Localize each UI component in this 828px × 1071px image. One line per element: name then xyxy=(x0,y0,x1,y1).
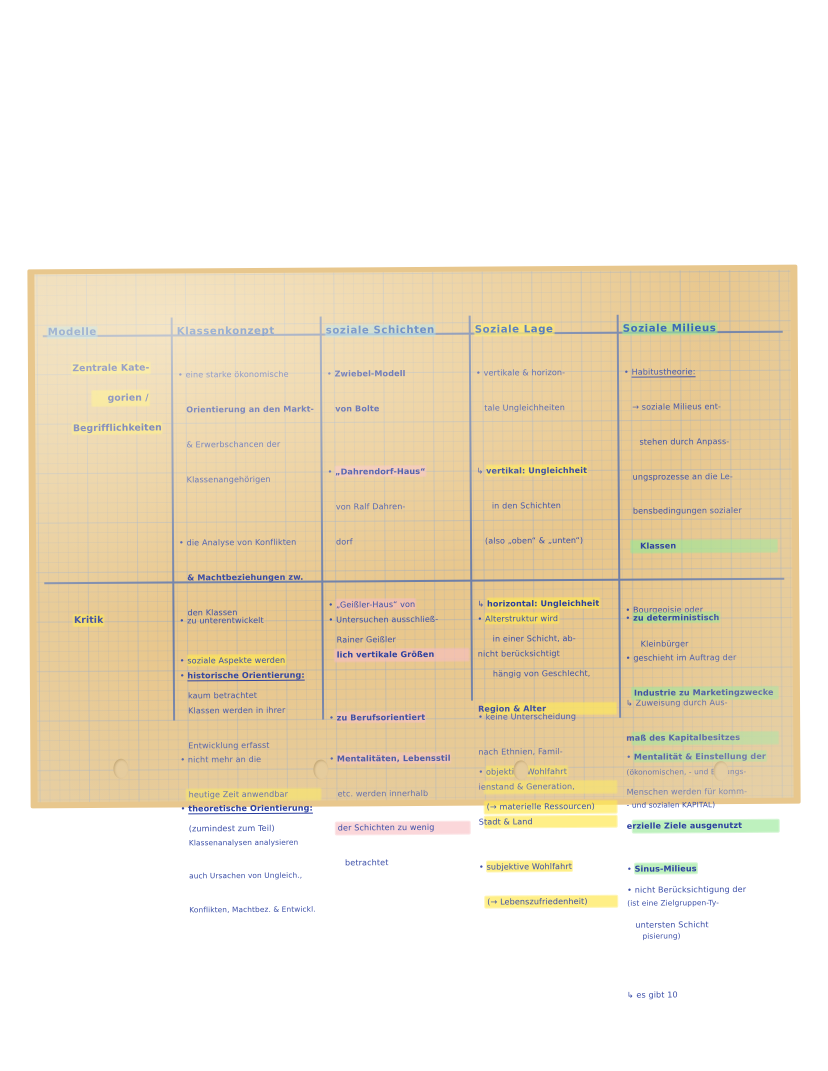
list-item: • zu Berufsorientiert xyxy=(329,712,426,723)
list-item: • nicht mehr an die heutige Zeit anwendb… xyxy=(179,753,321,858)
list-item: • „Dahrendorf-Haus“ von Ralf Dahren- dor… xyxy=(327,466,426,547)
punch-hole-2 xyxy=(313,759,329,780)
list-item: • Habitustheorie: → soziale Milieus ent-… xyxy=(623,366,778,576)
row-label-line-2: gorien / xyxy=(92,390,149,407)
row-label-kritik-text: Kritik xyxy=(73,614,104,626)
header-label-soziale-schichten: soziale Schichten xyxy=(325,324,435,337)
list-item: • Mentalitäten, Lebensstil etc. werden i… xyxy=(328,752,470,892)
list-item: • keine Unterscheidung nach Ethnien, Fam… xyxy=(477,711,617,851)
list-item: • geschieht im Auftrag der Industrie zu … xyxy=(625,652,779,722)
list-item: • vertikale & horizon- tale Ungleichheit… xyxy=(475,367,566,413)
header-label-soziale-lage: Soziale Lage xyxy=(474,324,554,336)
comparison-table: Modelle Klassenkonzept soziale Schichten… xyxy=(42,314,786,1000)
list-item: • nicht Berücksichtigung der untersten S… xyxy=(627,883,747,930)
list-item: • soziale Aspekte werden kaum betrachtet xyxy=(179,655,286,701)
punch-hole-1 xyxy=(113,758,129,779)
list-item: • eine starke ökonomische Orientierung a… xyxy=(177,368,315,484)
row-label-line-3: Begrifflichkeiten xyxy=(72,422,162,435)
list-item: • Zwiebel-Modell von Bolte xyxy=(326,368,406,414)
header-cell-modelle: Modelle xyxy=(43,317,171,340)
notebook-paper-sheet: Modelle Klassenkonzept soziale Schichten… xyxy=(34,269,794,1000)
cell-soziale-schichten-kritik: • Untersuchen ausschließ- lich vertikale… xyxy=(322,588,474,916)
header-cell-klassenkonzept: Klassenkonzept xyxy=(172,317,320,340)
header-label-modelle: Modelle xyxy=(47,326,97,339)
list-item: ↳ vertikal: Ungleichheit in den Schichte… xyxy=(476,465,588,546)
list-item: • zu unterentwickelt xyxy=(179,615,264,626)
header-label-soziale-milieus: Soziale Milieus xyxy=(622,323,717,335)
cell-klassenkonzept-kritik: • zu unterentwickelt • soziale Aspekte w… xyxy=(173,589,325,882)
header-label-klassenkonzept: Klassenkonzept xyxy=(176,325,275,338)
punch-hole-3 xyxy=(513,760,529,781)
header-cell-soziale-lage: Soziale Lage xyxy=(470,315,617,338)
row-label-zentrale-kategorien: Zentrale Kate- gorien / Begrifflichkeite… xyxy=(43,343,172,451)
header-cell-soziale-schichten: soziale Schichten xyxy=(321,316,469,339)
list-item: ↳ es gibt 10 xyxy=(626,989,678,1000)
list-item: • Mentalität & Einstellung der Menschen … xyxy=(625,750,779,855)
list-item: • zu deterministisch xyxy=(625,612,720,623)
row-label-line-1: Zentrale Kate- xyxy=(72,362,150,375)
cell-soziale-lage-kritik: • Alterstruktur wird nicht berücksichtig… xyxy=(471,587,621,875)
list-item: • Untersuchen ausschließ- lich vertikale… xyxy=(327,614,469,684)
cell-soziale-milieus-kritik: • zu deterministisch • geschieht im Auft… xyxy=(619,586,783,977)
punch-hole-4 xyxy=(713,761,729,782)
list-item: • Alterstruktur wird nicht berücksichtig… xyxy=(477,613,560,659)
row-label-kritik: Kritik xyxy=(44,589,172,643)
header-cell-soziale-milieus: Soziale Milieus xyxy=(618,314,778,337)
